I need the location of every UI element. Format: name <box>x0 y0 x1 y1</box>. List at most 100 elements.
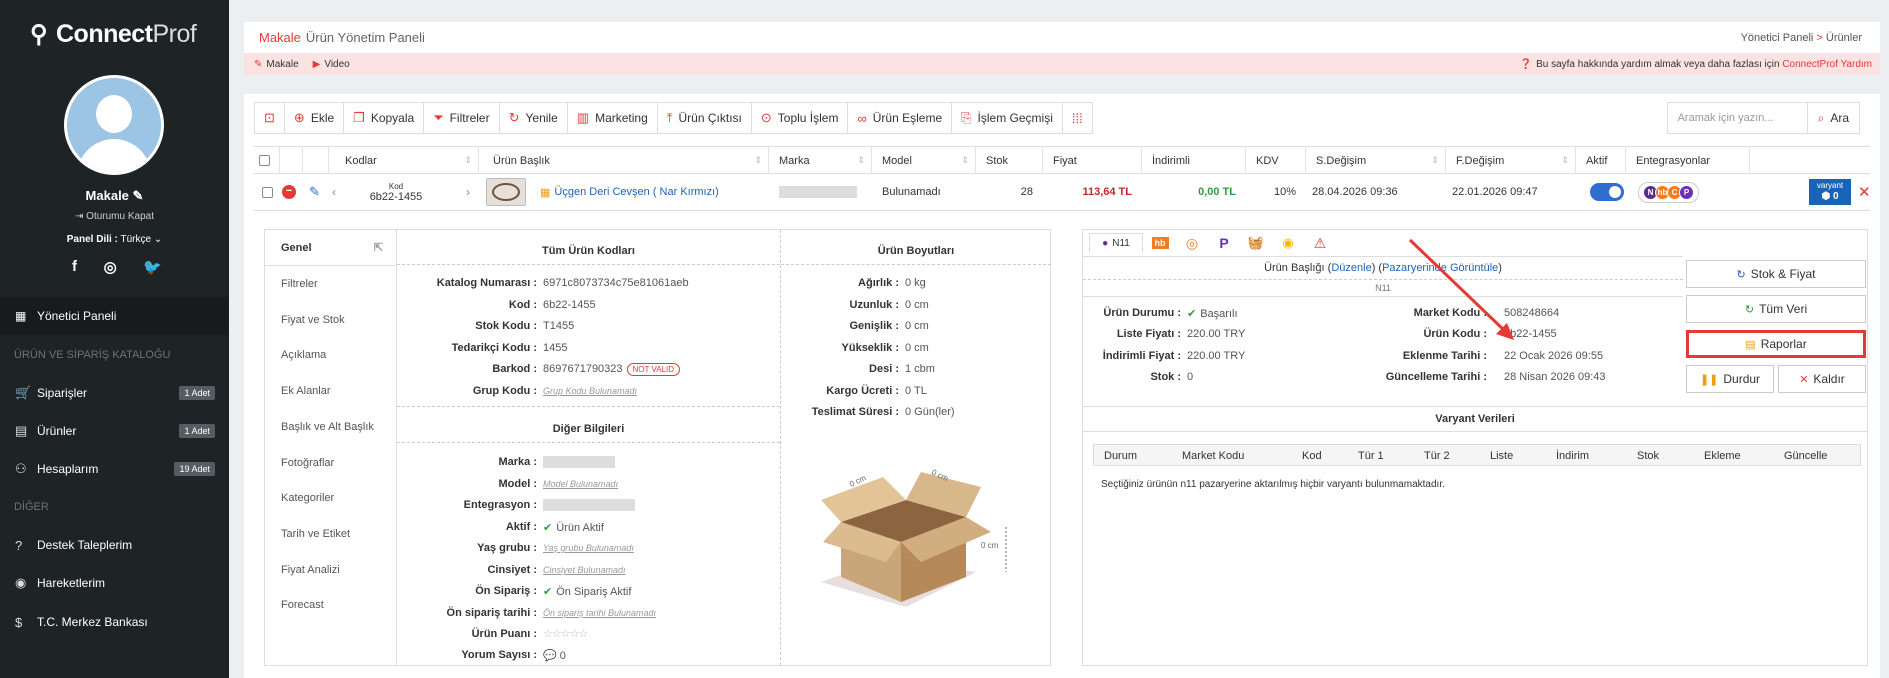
grid-menu-button[interactable]: ⁞⁞⁞ <box>1063 103 1092 133</box>
edit-button[interactable]: ✎ <box>309 174 320 210</box>
col-s-change[interactable]: S.Değişim ⇕ <box>1306 147 1446 174</box>
orders-badge: 1 Adet <box>179 386 215 400</box>
export-button[interactable]: ⤒ Ürün Çıktısı <box>658 103 752 133</box>
tab-filters[interactable]: Filtreler <box>281 278 318 290</box>
select-all-checkbox[interactable] <box>259 155 270 166</box>
row-checkbox[interactable] <box>262 186 273 198</box>
product-title-link[interactable]: ▦ Üçgen Deri Cevşen ( Nar Kırmızı) <box>540 186 719 199</box>
tab-description[interactable]: Açıklama <box>281 349 327 361</box>
breadcrumb-home[interactable]: Yönetici Paneli <box>1740 31 1814 44</box>
discount-price-label: İndirimli Fiyat : <box>1102 350 1181 362</box>
history-button[interactable]: ⎘ İşlem Geçmişi <box>952 103 1063 133</box>
edit-profile-icon[interactable]: ✎ <box>132 188 144 203</box>
tab-hepsiburada[interactable]: hb <box>1145 233 1175 253</box>
tab-titles[interactable]: Başlık ve Alt Başlık <box>281 421 374 433</box>
copy-button[interactable]: ❐ Kopyala <box>344 103 425 133</box>
integrations-cell[interactable]: N hb C P <box>1638 174 1699 210</box>
tab-coins[interactable]: ◉ <box>1273 233 1303 253</box>
coins-icon: ◉ <box>1282 235 1294 250</box>
sidebar-item-orders[interactable]: 🛒 Siparişler 1 Adet <box>0 374 229 412</box>
all-data-button[interactable]: ↻ Tüm Veri <box>1686 295 1866 323</box>
prev-code-button[interactable]: ‹ <box>332 174 336 210</box>
tab-price-analysis[interactable]: Fiyat Analizi <box>281 564 340 576</box>
col-active[interactable]: Aktif <box>1576 147 1626 174</box>
logout-link[interactable]: ⇥ Oturumu Kapat <box>75 211 154 222</box>
section-catalog: ÜRÜN VE SİPARİŞ KATALOĞU <box>14 349 171 361</box>
language-select[interactable]: Panel Dili : Türkçe ⌄ <box>66 234 163 245</box>
sidebar-item-dashboard[interactable]: ▦ Yönetici Paneli <box>0 297 229 335</box>
status-label: Ürün Durumu : <box>1103 307 1181 319</box>
col-price[interactable]: Fiyat <box>1043 147 1142 174</box>
view-on-marketplace-link[interactable]: Pazaryerinde Görüntüle <box>1382 262 1499 274</box>
logo[interactable]: ⚲ ConnectProf <box>30 20 197 49</box>
match-button[interactable]: ∞ Ürün Eşleme <box>848 103 953 133</box>
bulk-action-button[interactable]: ⊙ Toplu İşlem <box>752 103 849 133</box>
tab-pazarama[interactable]: P <box>1209 233 1239 253</box>
video-link[interactable]: ▶ Video <box>312 58 350 70</box>
next-code-button[interactable]: › <box>466 174 470 210</box>
col-stock[interactable]: Stok <box>976 147 1043 174</box>
col-f-change[interactable]: F.Değişim ⇕ <box>1446 147 1576 174</box>
stop-button[interactable]: ❚❚ Durdur <box>1686 365 1774 393</box>
variants-header: Varyant Verileri <box>1435 413 1515 425</box>
tab-forecast[interactable]: Forecast <box>281 599 324 611</box>
col-kdv[interactable]: KDV <box>1246 147 1306 174</box>
pazarama-icon: P <box>1679 184 1694 200</box>
tab-extra-fields[interactable]: Ek Alanlar <box>281 385 331 397</box>
edit-link[interactable]: Düzenle <box>1331 262 1372 274</box>
sidebar-item-activity[interactable]: ◉ Hareketlerim <box>15 575 106 590</box>
col-discounted[interactable]: İndirimli <box>1142 147 1246 174</box>
height-value: 0 cm <box>905 342 929 354</box>
help-link[interactable]: ConnectProf Yardım <box>1782 58 1872 70</box>
col-codes[interactable]: Kodlar ⇕ <box>329 147 479 174</box>
select-all[interactable] <box>254 147 280 174</box>
brand-redacted <box>779 186 857 198</box>
table-row[interactable]: − ✎ ‹ Kod 6b22-1455 › ▦ Üçgen Deri Cevşen … <box>254 174 1871 211</box>
reports-button[interactable]: ▤ Raporlar <box>1686 330 1866 358</box>
add-button[interactable]: ⊕ Ekle <box>285 103 345 133</box>
vcol-market-code: Market Kodu <box>1182 450 1245 462</box>
tab-date-tags[interactable]: Tarih ve Etiket <box>281 528 351 540</box>
sidebar-item-accounts[interactable]: ⚇ Hesaplarım 19 Adet <box>0 450 229 488</box>
facebook-icon[interactable]: f <box>72 258 77 275</box>
col-title[interactable]: Ürün Başlık ⇕ <box>479 147 769 174</box>
product-thumbnail[interactable] <box>486 174 526 210</box>
col-integrations[interactable]: Entegrasyonlar <box>1626 147 1750 174</box>
search-input[interactable]: Aramak için yazın... <box>1668 103 1808 133</box>
tab-n11[interactable]: ● N11 <box>1089 233 1143 253</box>
article-link[interactable]: ✎ Makale <box>254 58 299 70</box>
variant-button[interactable]: varyant ⬢ 0 <box>1809 174 1851 210</box>
twitter-icon[interactable]: 🐦 <box>143 259 162 276</box>
row-checkbox-cell[interactable] <box>262 174 273 210</box>
sidebar-item-bank[interactable]: $ T.C. Merkez Bankası <box>15 614 148 630</box>
breadcrumb: Yönetici Paneli > Ürünler <box>1740 31 1862 44</box>
vcol-updated: Güncelle <box>1784 450 1828 462</box>
refresh-button[interactable]: ↻ Yenile <box>500 103 568 133</box>
filter-button[interactable]: ⏷ Filtreler <box>424 103 500 133</box>
search-button[interactable]: ⌕ Ara <box>1817 110 1849 126</box>
avatar[interactable] <box>64 75 164 175</box>
tab-photos[interactable]: Fotoğraflar <box>281 457 335 469</box>
sidebar-item-products[interactable]: ▤ Ürünler 1 Adet <box>0 412 229 450</box>
tab-general[interactable]: Genel ⇱ <box>265 230 397 266</box>
tab-warning[interactable]: ⚠ <box>1305 233 1335 253</box>
close-row-button[interactable]: ✕ <box>1858 174 1871 210</box>
settings-button[interactable]: ⊡ <box>255 103 285 133</box>
tab-categories[interactable]: Kategoriler <box>281 492 335 504</box>
delete-button[interactable]: − <box>282 174 296 210</box>
instagram-icon[interactable]: ◎ <box>103 259 117 276</box>
col-model[interactable]: Model ⇕ <box>872 147 976 174</box>
remove-button[interactable]: ✕ Kaldır <box>1778 365 1866 393</box>
tab-ciceksepeti[interactable]: ◎ <box>1177 233 1207 253</box>
brand-value <box>543 456 615 468</box>
refresh-icon: ↻ <box>1736 268 1746 281</box>
expand-icon[interactable]: ⇱ <box>373 242 383 254</box>
sidebar-item-support[interactable]: ? Destek Taleplerim <box>15 537 133 553</box>
tab-basket[interactable]: 🧺 <box>1241 233 1271 253</box>
filter-icon: ⏷ <box>433 110 444 125</box>
active-toggle[interactable] <box>1590 174 1624 210</box>
marketing-button[interactable]: ▥ Marketing <box>568 103 658 133</box>
tab-price-stock[interactable]: Fiyat ve Stok <box>281 314 345 326</box>
col-brand[interactable]: Marka ⇕ <box>769 147 872 174</box>
stock-price-button[interactable]: ↻ Stok & Fiyat <box>1686 260 1866 288</box>
